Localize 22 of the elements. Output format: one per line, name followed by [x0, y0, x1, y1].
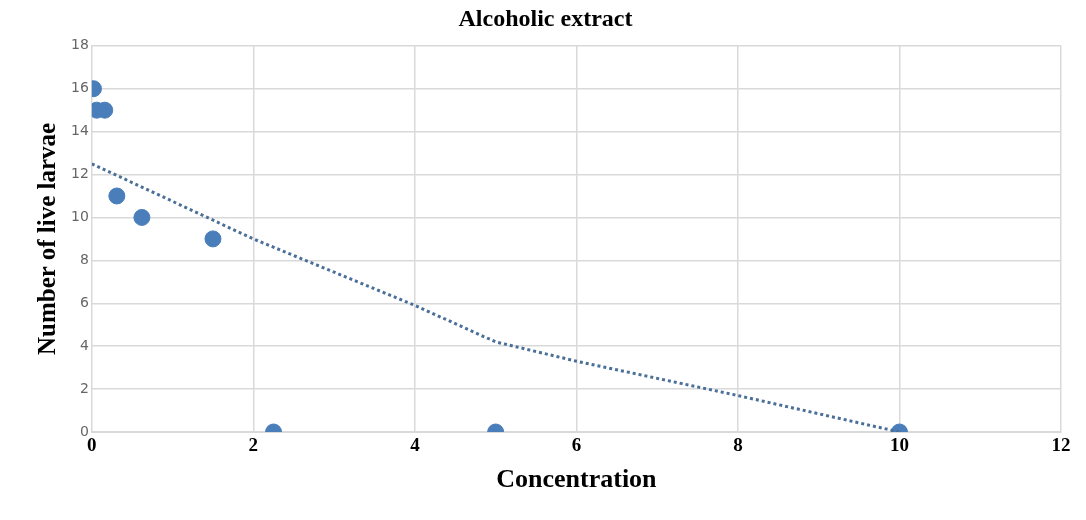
point — [204, 230, 222, 248]
point — [108, 187, 126, 205]
y-tick-label: 18 — [70, 36, 89, 53]
x-tick-label: 4 — [410, 434, 421, 456]
y-tick-label: 10 — [70, 208, 89, 225]
x-tick-label: 8 — [733, 434, 743, 456]
x-tick-label: 2 — [248, 434, 259, 456]
y-axis-title: Number of live larvae — [33, 122, 61, 355]
x-tick-label: 6 — [571, 434, 582, 456]
y-tick-label: 4 — [79, 336, 89, 353]
y-tick-label: 16 — [70, 79, 89, 96]
y-tick-label: 14 — [70, 122, 89, 139]
y-tick-label: 6 — [79, 293, 89, 310]
point — [133, 208, 151, 226]
y-tick-label: 12 — [70, 165, 89, 182]
chart-title: Alcoholic extract — [458, 4, 633, 31]
x-tick-label: 10 — [889, 434, 909, 456]
y-tick-label: 8 — [79, 251, 89, 267]
x-axis-title: Concentration — [496, 464, 658, 494]
y-tick-label: 0 — [79, 422, 89, 439]
y-tick-label: 2 — [79, 379, 89, 396]
x-tick-label: 12 — [1051, 434, 1071, 456]
